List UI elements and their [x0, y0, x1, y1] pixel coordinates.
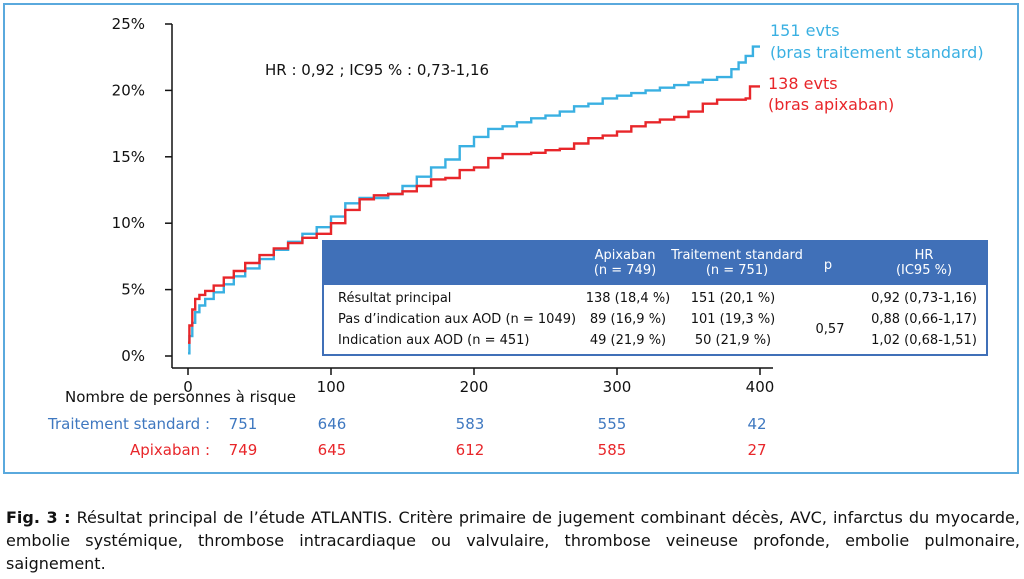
risk-value-standard: 583	[456, 415, 485, 433]
risk-value-apixaban: 749	[229, 441, 258, 459]
risk-value-apixaban: 612	[456, 441, 485, 459]
x-tick-label: 0	[183, 378, 193, 396]
row-label: Résultat principal	[338, 291, 451, 306]
figure-caption: Fig. 3 : Résultat principal de l’étude A…	[6, 506, 1020, 575]
header-apixaban-line2: (n = 749)	[594, 263, 656, 278]
header-hr-line1: HR	[915, 248, 934, 263]
risk-value-apixaban: 585	[598, 441, 627, 459]
caption-text: Résultat principal de l’étude ATLANTIS. …	[6, 508, 1020, 573]
x-tick-label: 100	[317, 378, 346, 396]
row-label: Pas d’indication aux AOD (n = 1049)	[338, 312, 576, 327]
y-axis-ticks: 0% 5% 10% 15% 20% 25%	[112, 15, 172, 365]
row-hr: 1,02 (0,68-1,51)	[871, 333, 977, 348]
risk-title: Nombre de personnes à risque	[65, 388, 296, 406]
risk-value-apixaban: 27	[747, 441, 766, 459]
row-standard: 151 (20,1 %)	[691, 291, 776, 306]
series-line-standard	[188, 45, 760, 355]
results-table: Apixaban (n = 749) Traitement standard (…	[322, 240, 988, 356]
series-label-standard-count: 151 evts	[770, 21, 840, 40]
row-apixaban: 49 (21,9 %)	[590, 333, 666, 348]
header-standard-line1: Traitement standard	[670, 248, 803, 263]
row-label: Indication aux AOD (n = 451)	[338, 333, 530, 348]
series-line-apixaban	[188, 85, 760, 344]
header-apixaban-line1: Apixaban	[595, 248, 656, 263]
y-tick-label: 10%	[112, 214, 145, 232]
risk-value-apixaban: 645	[318, 441, 347, 459]
risk-value-standard: 751	[229, 415, 258, 433]
caption-fig-label: Fig. 3 :	[6, 508, 71, 527]
series-label-standard-name: (bras traitement standard)	[770, 43, 984, 62]
y-tick-label: 0%	[121, 347, 145, 365]
x-tick-label: 200	[460, 378, 489, 396]
x-axis-ticks: 0 100 200 300 400	[183, 368, 774, 396]
x-tick-label: 300	[603, 378, 632, 396]
risk-values-standard: 751 646 583 555 42	[229, 415, 767, 433]
kaplan-meier-chart: 0% 5% 10% 15% 20% 25% 0 100 200 300 400 HR : 0,92…	[47, 15, 988, 459]
row-apixaban: 89 (16,9 %)	[590, 312, 666, 327]
row-standard: 101 (19,3 %)	[691, 312, 776, 327]
risk-values-apixaban: 749 645 612 585 27	[229, 441, 767, 459]
header-p: p	[824, 258, 832, 273]
p-value: 0,57	[816, 322, 845, 337]
row-apixaban: 138 (18,4 %)	[586, 291, 671, 306]
row-hr: 0,88 (0,66-1,17)	[871, 312, 977, 327]
risk-value-standard: 42	[747, 415, 766, 433]
risk-value-standard: 555	[598, 415, 627, 433]
y-tick-label: 15%	[112, 148, 145, 166]
row-hr: 0,92 (0,73-1,16)	[871, 291, 977, 306]
risk-label-standard: Traitement standard :	[47, 415, 210, 433]
table-header-row	[323, 241, 987, 285]
risk-value-standard: 646	[318, 415, 347, 433]
figure-frame	[3, 3, 1019, 474]
risk-label-apixaban: Apixaban :	[130, 441, 210, 459]
hr-annotation: HR : 0,92 ; IC95 % : 0,73-1,16	[265, 61, 489, 79]
y-tick-label: 20%	[112, 81, 145, 99]
series-label-apixaban-count: 138 evts	[768, 74, 838, 93]
y-tick-label: 5%	[121, 281, 145, 299]
y-tick-label: 25%	[112, 15, 145, 33]
row-standard: 50 (21,9 %)	[695, 333, 771, 348]
series-label-apixaban-name: (bras apixaban)	[768, 95, 894, 114]
header-hr-line2: (IC95 %)	[896, 263, 952, 278]
header-standard-line2: (n = 751)	[706, 263, 768, 278]
x-tick-label: 400	[746, 378, 775, 396]
